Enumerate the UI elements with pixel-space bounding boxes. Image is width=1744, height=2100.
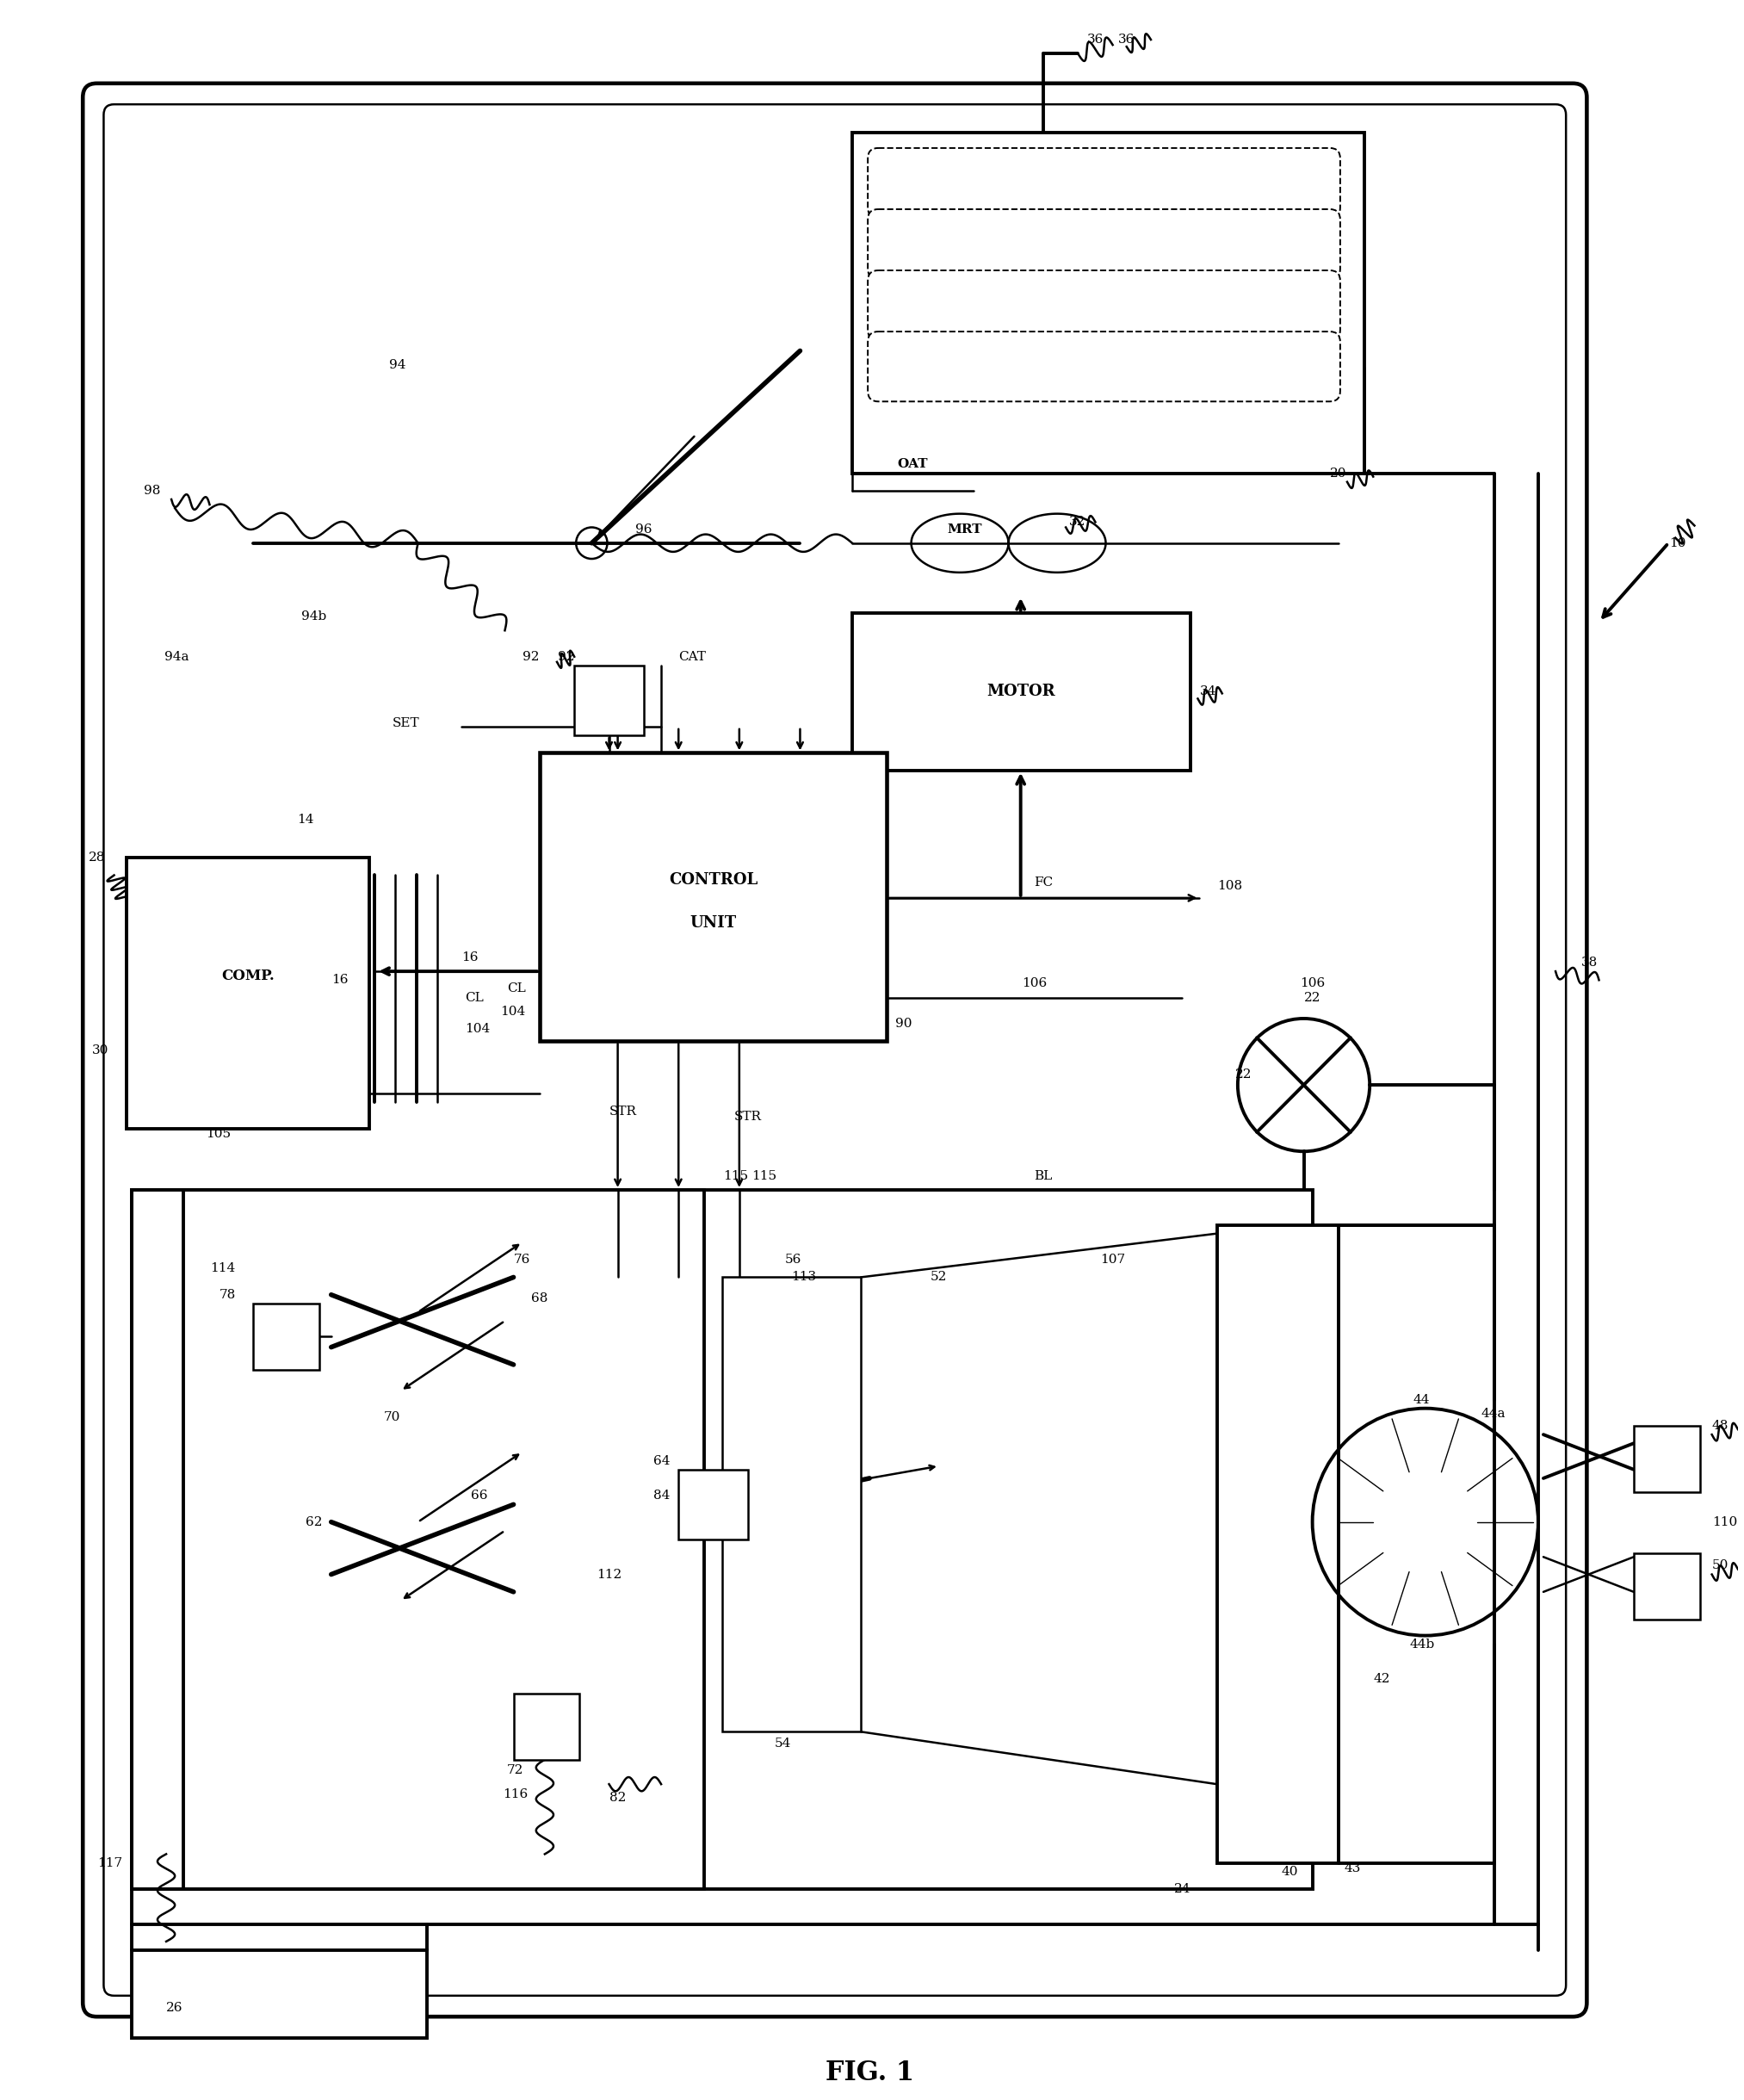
Text: STR: STR	[734, 1111, 762, 1124]
Text: 104: 104	[466, 1023, 490, 1035]
Text: 22: 22	[1235, 1069, 1252, 1082]
Text: 108: 108	[1217, 880, 1242, 892]
Text: 115: 115	[724, 1170, 748, 1182]
Text: 110: 110	[1713, 1516, 1737, 1529]
Text: 115: 115	[752, 1170, 776, 1182]
Text: 16: 16	[331, 974, 349, 987]
Bar	[574, 666, 644, 735]
Text: 38: 38	[1582, 958, 1598, 968]
Bar	[253, 1304, 319, 1369]
Bar	[678, 1470, 748, 1539]
Text: 105: 105	[206, 1128, 230, 1140]
Text: 98: 98	[143, 485, 160, 498]
Bar	[131, 1191, 705, 1890]
Text: 50: 50	[1713, 1560, 1728, 1571]
Text: 92: 92	[558, 651, 574, 664]
Bar	[722, 1277, 862, 1732]
Text: 64: 64	[652, 1455, 670, 1466]
FancyBboxPatch shape	[869, 147, 1339, 218]
Text: 116: 116	[502, 1789, 528, 1800]
Text: MRT: MRT	[947, 523, 982, 536]
Text: 24: 24	[1174, 1884, 1191, 1894]
Text: 22: 22	[1305, 991, 1320, 1004]
Text: MOTOR: MOTOR	[987, 685, 1055, 699]
Text: 10: 10	[1669, 538, 1686, 548]
Text: OAT: OAT	[898, 458, 928, 470]
Text: 36: 36	[1087, 34, 1104, 46]
Text: 94a: 94a	[164, 651, 188, 664]
Text: SET: SET	[392, 716, 419, 729]
Text: 26: 26	[166, 2001, 183, 2014]
Text: 32: 32	[1069, 517, 1087, 527]
Text: 113: 113	[792, 1270, 816, 1283]
Bar	[853, 132, 1364, 472]
Text: STR: STR	[609, 1105, 637, 1117]
Text: 44a: 44a	[1481, 1407, 1505, 1420]
Text: FC: FC	[1034, 876, 1053, 888]
Text: CAT: CAT	[678, 651, 706, 664]
Text: 54: 54	[774, 1739, 792, 1749]
Text: 44b: 44b	[1409, 1638, 1434, 1651]
Text: 28: 28	[89, 853, 105, 863]
Bar	[853, 613, 1191, 771]
Text: 84: 84	[654, 1489, 670, 1502]
Text: 107: 107	[1100, 1254, 1125, 1266]
Text: 82: 82	[609, 1791, 626, 1804]
Text: 96: 96	[635, 523, 652, 536]
Bar	[513, 1693, 579, 1760]
Text: 76: 76	[514, 1254, 530, 1266]
Text: 90: 90	[896, 1018, 912, 1029]
Text: 42: 42	[1374, 1674, 1390, 1686]
Text: 114: 114	[211, 1262, 235, 1275]
Text: 94b: 94b	[302, 611, 326, 622]
Text: FIG. 1: FIG. 1	[825, 2060, 914, 2085]
Text: 104: 104	[501, 1006, 525, 1018]
Bar	[1217, 1224, 1338, 1863]
Text: 14: 14	[296, 813, 314, 825]
Text: 92: 92	[523, 651, 539, 664]
Text: 106: 106	[1299, 976, 1325, 989]
Bar	[1634, 1426, 1700, 1493]
Text: 70: 70	[384, 1411, 401, 1424]
Bar	[126, 857, 370, 1128]
Text: 40: 40	[1282, 1865, 1298, 1877]
Text: BL: BL	[1034, 1170, 1052, 1182]
Text: 94: 94	[389, 359, 406, 372]
Text: COMP.: COMP.	[221, 968, 274, 983]
Text: 30: 30	[92, 1044, 108, 1056]
Text: 78: 78	[220, 1289, 235, 1300]
Text: 16: 16	[462, 951, 478, 964]
Text: 34: 34	[1200, 685, 1216, 697]
Text: 56: 56	[785, 1254, 802, 1266]
Bar	[539, 752, 888, 1042]
Text: 68: 68	[532, 1292, 548, 1304]
Text: UNIT: UNIT	[691, 916, 736, 930]
Text: 43: 43	[1345, 1863, 1360, 1873]
Bar	[131, 1951, 427, 2037]
Text: CL: CL	[508, 983, 525, 995]
Text: 106: 106	[1022, 976, 1046, 989]
FancyBboxPatch shape	[869, 271, 1339, 340]
Text: 20: 20	[1329, 466, 1346, 479]
FancyBboxPatch shape	[82, 84, 1587, 2016]
Bar	[1634, 1554, 1700, 1619]
Text: 66: 66	[471, 1489, 488, 1502]
FancyBboxPatch shape	[103, 105, 1566, 1995]
Text: 72: 72	[508, 1764, 523, 1777]
FancyBboxPatch shape	[869, 332, 1339, 401]
Text: 62: 62	[305, 1516, 323, 1529]
Text: 117: 117	[98, 1856, 122, 1869]
FancyBboxPatch shape	[869, 210, 1339, 279]
Text: 48: 48	[1713, 1420, 1728, 1432]
Text: 44: 44	[1413, 1394, 1430, 1405]
Text: 36: 36	[1118, 34, 1135, 46]
Text: 52: 52	[931, 1270, 947, 1283]
Text: CL: CL	[466, 991, 483, 1004]
Bar	[131, 1191, 1313, 1890]
Text: CONTROL: CONTROL	[668, 872, 757, 888]
Text: 112: 112	[596, 1569, 621, 1581]
